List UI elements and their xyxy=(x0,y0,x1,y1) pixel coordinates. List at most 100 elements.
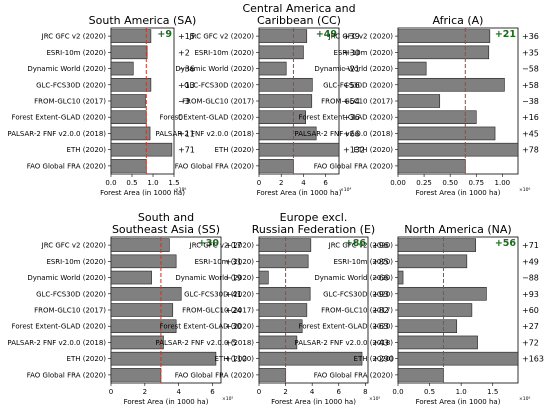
difference-label: −19 xyxy=(225,274,242,283)
difference-label: +36 xyxy=(343,113,360,122)
bar xyxy=(110,110,147,125)
difference-label: +2 xyxy=(178,48,190,57)
difference-label: −21 xyxy=(343,65,360,74)
x-tick-label: 8 xyxy=(363,388,367,396)
category-label: Forest Extent-GLAD (2020) xyxy=(12,323,107,331)
bar xyxy=(258,270,269,285)
bar xyxy=(258,303,308,317)
bar xyxy=(258,335,298,350)
x-tick-label: 0.50 xyxy=(442,179,458,187)
category-label: JRC GFC v2 (2020) xyxy=(189,33,255,41)
difference-label: +16 xyxy=(522,113,539,122)
x-tick-label: 4 xyxy=(310,388,315,396)
x-tick-label: 4 xyxy=(301,179,306,187)
bar xyxy=(258,238,312,252)
x-tick-label: 2 xyxy=(279,179,283,187)
bar xyxy=(258,368,286,382)
bar xyxy=(258,45,304,60)
x-tick-label: 6 xyxy=(337,388,342,396)
bar xyxy=(397,94,441,108)
difference-label: +72 xyxy=(522,338,539,347)
category-label: ETH (2020) xyxy=(215,146,255,154)
bar xyxy=(397,286,487,301)
difference-label: +132 xyxy=(343,146,365,155)
difference-label: +56 xyxy=(343,81,360,90)
x-axis-exponent: ×10⁵ xyxy=(369,396,380,402)
bar xyxy=(258,94,313,108)
category-label: Dynamic World (2020) xyxy=(314,274,393,282)
average-difference-label: +49 xyxy=(316,29,337,40)
panel-title: South and xyxy=(138,211,194,224)
panel-title: Russian Federation (E) xyxy=(252,223,375,236)
difference-label: −3 xyxy=(178,97,190,106)
difference-label: +24 xyxy=(225,306,242,315)
x-tick-label: 0.5 xyxy=(126,179,137,187)
average-difference-label: +86 xyxy=(345,238,367,249)
category-label: GLC-FCS30D (2020) xyxy=(36,290,106,298)
difference-label: +58 xyxy=(522,81,539,90)
category-label: ESRI-10m (2020) xyxy=(46,258,106,266)
difference-label: +71 xyxy=(522,241,539,250)
bar xyxy=(397,335,478,350)
category-label: PALSAR-2 FNF v2.0.0 (2018) xyxy=(155,130,254,138)
difference-label: +96 xyxy=(372,241,389,250)
difference-label: +30 xyxy=(343,48,360,57)
x-axis-exponent: ×10⁵ xyxy=(222,396,233,402)
category-label: JRC GFC v2 (2020) xyxy=(41,33,107,41)
category-label: JRC GFC v2 (2020) xyxy=(328,33,394,41)
x-axis-exponent: ×10⁶ xyxy=(175,187,186,193)
difference-label: +27 xyxy=(522,322,539,331)
x-tick-label: 0 xyxy=(257,388,261,396)
category-label: GLC-FCS30D (2020) xyxy=(184,81,254,89)
category-label: FAO Global FRA (2020) xyxy=(27,162,107,170)
x-axis-exponent: ×10⁶ xyxy=(519,187,530,193)
category-label: Dynamic World (2020) xyxy=(314,65,393,73)
difference-label: +163 xyxy=(522,355,544,364)
category-label: FAO Global FRA (2020) xyxy=(175,371,255,379)
x-axis-label: Forest Area (in 1000 ha) xyxy=(271,398,356,406)
category-label: ESRI-10m (2020) xyxy=(194,258,254,266)
x-axis-exponent: ×10⁶ xyxy=(519,396,530,402)
category-label: JRC GFC v2 (2020) xyxy=(328,242,394,250)
bar xyxy=(110,77,152,92)
difference-label: +35 xyxy=(522,48,539,57)
bar xyxy=(110,45,148,60)
category-label: ETH (2020) xyxy=(354,355,394,363)
bar xyxy=(258,254,309,269)
difference-label: +13 xyxy=(178,81,195,90)
difference-label: +17 xyxy=(225,241,242,250)
average-difference-label: +30 xyxy=(198,238,220,249)
bar xyxy=(397,77,505,92)
difference-label: +60 xyxy=(522,306,539,315)
category-label: GLC-FCS30D (2020) xyxy=(36,81,106,89)
category-label: Forest Extent-GLAD (2020) xyxy=(299,114,394,122)
category-label: FAO Global FRA (2020) xyxy=(314,162,394,170)
difference-label: +45 xyxy=(522,129,539,138)
x-axis-label: Forest Area (in 1000 ha) xyxy=(124,398,209,406)
bar xyxy=(110,29,152,43)
category-label: ESRI-10m (2020) xyxy=(333,49,393,57)
bar xyxy=(258,286,311,301)
x-tick-label: 0.5 xyxy=(424,388,435,396)
average-difference-label: +21 xyxy=(495,29,516,40)
x-tick-label: 0 xyxy=(257,179,261,187)
bar xyxy=(258,319,303,334)
difference-label: −88 xyxy=(522,274,539,283)
bar xyxy=(397,270,404,285)
category-label: FAO Global FRA (2020) xyxy=(314,371,394,379)
panel-title: North America (NA) xyxy=(404,223,511,236)
x-tick-label: 4 xyxy=(176,388,181,396)
bar xyxy=(258,159,294,173)
difference-label: +290 xyxy=(372,355,394,364)
difference-label: +110 xyxy=(225,355,247,364)
bar xyxy=(397,254,468,269)
bar xyxy=(258,61,287,76)
x-tick-label: 1.5 xyxy=(168,179,179,187)
bar xyxy=(397,351,519,366)
category-label: ESRI-10m (2020) xyxy=(333,258,393,266)
x-axis-label: Forest Area (in 1000 ha) xyxy=(257,189,342,197)
category-label: FROM-GLC10 (2017) xyxy=(182,98,254,106)
bar xyxy=(110,94,146,108)
category-label: PALSAR-2 FNF v2.0.0 (2018) xyxy=(294,339,393,347)
